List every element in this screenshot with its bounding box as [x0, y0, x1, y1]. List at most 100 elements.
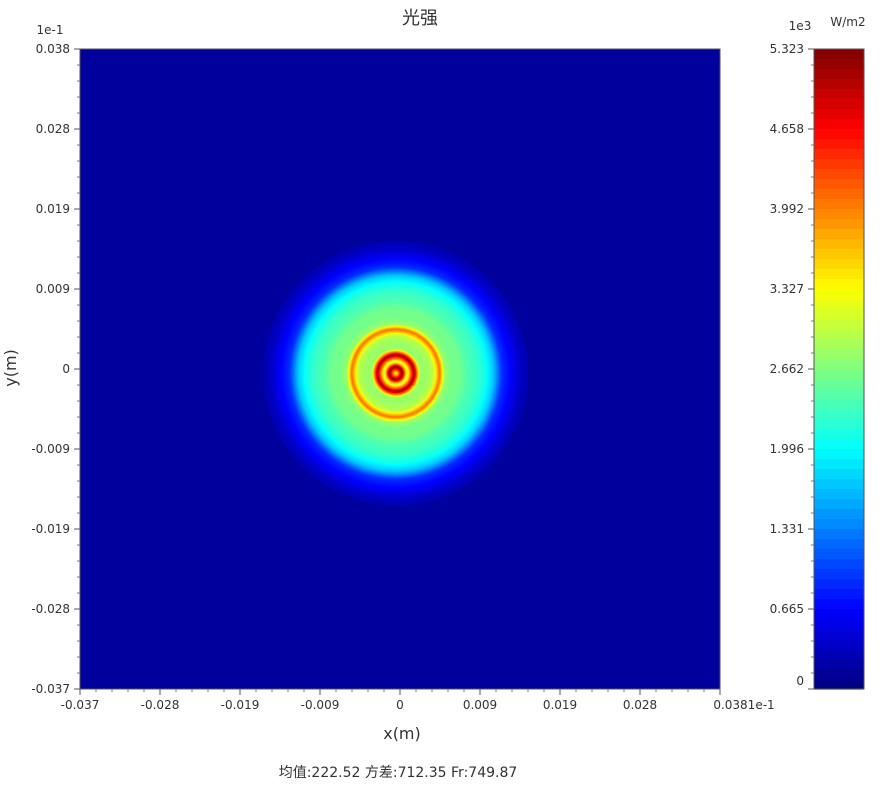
colorbar-band — [814, 149, 864, 160]
colorbar-band — [814, 109, 864, 120]
colorbar-band — [814, 559, 864, 570]
colorbar-band — [814, 159, 864, 170]
colorbar-tick-label: 0.665 — [770, 602, 804, 616]
x-tick-label: 0.0381e-1 — [713, 698, 774, 712]
colorbar-band — [814, 289, 864, 300]
colorbar-band — [814, 409, 864, 420]
x-tick-label: 0.028 — [623, 698, 657, 712]
colorbar-band — [814, 49, 864, 60]
colorbar-band — [814, 319, 864, 330]
colorbar-band — [814, 529, 864, 540]
y-tick-label: 0.038 — [36, 42, 70, 56]
colorbar-band — [814, 669, 864, 680]
x-tick-label: 0 — [396, 698, 404, 712]
x-tick-label: -0.028 — [141, 698, 180, 712]
colorbar-band — [814, 249, 864, 260]
colorbar-band — [814, 459, 864, 470]
colorbar-band — [814, 659, 864, 670]
y-tick-label: -0.028 — [31, 602, 70, 616]
colorbar-band — [814, 539, 864, 550]
colorbar-band — [814, 269, 864, 280]
colorbar-band — [814, 139, 864, 150]
colorbar-band — [814, 519, 864, 530]
y-tick-label: -0.019 — [31, 522, 70, 536]
colorbar-band — [814, 649, 864, 660]
y-tick-label: 0.009 — [36, 282, 70, 296]
colorbar-band — [814, 89, 864, 100]
y-scale-label: 1e-1 — [37, 23, 64, 37]
x-tick-label: -0.009 — [301, 698, 340, 712]
colorbar-band — [814, 229, 864, 240]
colorbar-band — [814, 569, 864, 580]
x-tick-label: -0.037 — [61, 698, 100, 712]
colorbar-band — [814, 169, 864, 180]
colorbar-band — [814, 599, 864, 610]
x-tick-label: -0.019 — [221, 698, 260, 712]
intensity-ring — [395, 372, 397, 374]
plot-layer — [80, 49, 720, 689]
colorbar-band — [814, 199, 864, 210]
colorbar-tick-label: 2.662 — [770, 362, 804, 376]
colorbar-scale-label: 1e3 — [789, 19, 812, 33]
colorbar-band — [814, 419, 864, 430]
y-tick-label: 0.019 — [36, 202, 70, 216]
x-tick-label: 0.019 — [543, 698, 577, 712]
colorbar-band — [814, 219, 864, 230]
colorbar-tick-label: 3.327 — [770, 282, 804, 296]
colorbar-tick-label: 5.323 — [770, 42, 804, 56]
colorbar-band — [814, 309, 864, 320]
colorbar-band — [814, 469, 864, 480]
colorbar-tick-label: 1.996 — [770, 442, 804, 456]
stats-summary: 均值:222.52 方差:712.35 Fr:749.87 — [279, 765, 518, 781]
y-tick-label: 0 — [62, 362, 70, 376]
colorbar-band — [814, 59, 864, 70]
colorbar-band — [814, 589, 864, 600]
colorbar-band — [814, 379, 864, 390]
colorbar-band — [814, 389, 864, 400]
colorbar-band — [814, 299, 864, 310]
colorbar-band — [814, 99, 864, 110]
colorbar-band — [814, 679, 864, 690]
colorbar-band — [814, 329, 864, 340]
colorbar-tick-label: 3.992 — [770, 202, 804, 216]
colorbar-band — [814, 639, 864, 650]
colorbar-band — [814, 429, 864, 440]
x-tick-label: 0.009 — [463, 698, 497, 712]
y-axis-label: y(m) — [1, 349, 20, 387]
colorbar-band — [814, 619, 864, 630]
colorbar-band — [814, 259, 864, 270]
colorbar-unit-label: W/m2 — [830, 15, 865, 29]
colorbar-band — [814, 399, 864, 410]
colorbar-band — [814, 549, 864, 560]
colorbar-band — [814, 439, 864, 450]
colorbar-band — [814, 489, 864, 500]
colorbar-band — [814, 499, 864, 510]
colorbar-band — [814, 579, 864, 590]
colorbar-band — [814, 79, 864, 90]
colorbar-layer: 5.323 4.658 3.992 3.327 2.662 1.996 1.331 0.665… — [770, 42, 865, 690]
colorbar-band — [814, 189, 864, 200]
y-tick-label: -0.009 — [31, 442, 70, 456]
colorbar-band — [814, 369, 864, 380]
colorbar-band — [814, 609, 864, 620]
colorbar-band — [814, 359, 864, 370]
colorbar-band — [814, 509, 864, 520]
x-axis-label: x(m) — [383, 724, 421, 743]
colorbar-tick-label: 4.658 — [770, 122, 804, 136]
chart-title: 光强 — [402, 8, 438, 29]
y-tick-label: -0.037 — [31, 682, 70, 696]
colorbar-tick-label: 1.331 — [770, 522, 804, 536]
colorbar-band — [814, 449, 864, 460]
colorbar-band — [814, 179, 864, 190]
colorbar-tick-label: 0 — [796, 674, 804, 688]
y-tick-label: 0.028 — [36, 122, 70, 136]
colorbar-band — [814, 339, 864, 350]
colorbar-band — [814, 209, 864, 220]
colorbar-band — [814, 629, 864, 640]
colorbar-band — [814, 239, 864, 250]
colorbar-band — [814, 129, 864, 140]
colorbar-band — [814, 69, 864, 80]
colorbar-band — [814, 119, 864, 130]
